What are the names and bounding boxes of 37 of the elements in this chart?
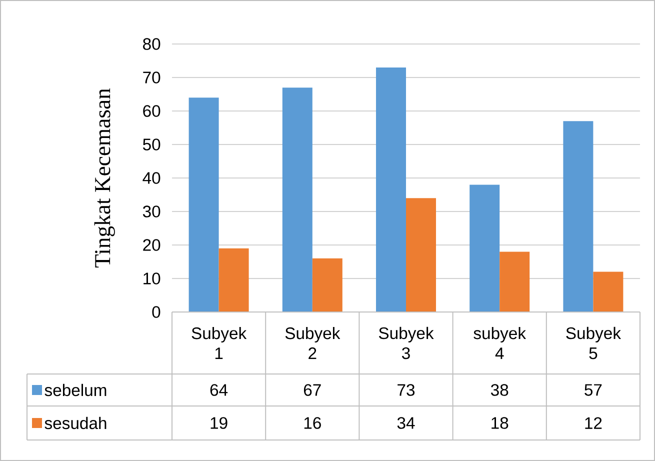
data-label: 18 [492, 417, 508, 429]
data-label: 12 [585, 417, 602, 429]
y-tick-label: 80 [143, 38, 160, 50]
data-label: 19 [210, 417, 228, 429]
legend-label: sebelum [44, 384, 106, 396]
x-tick-label: Subyek 5 [566, 326, 622, 360]
data-label: 67 [304, 384, 321, 396]
y-tick-label: 20 [143, 239, 160, 251]
x-tick-label: subyek 4 [474, 326, 526, 360]
bar [500, 252, 530, 312]
bar [470, 184, 500, 312]
bar [218, 248, 249, 312]
y-tick-label: 50 [142, 138, 160, 150]
data-label: 34 [397, 417, 415, 429]
y-tick-label: 0 [152, 306, 160, 318]
data-label: 38 [490, 384, 508, 396]
data-label: 64 [210, 384, 228, 396]
bar [312, 258, 342, 312]
bar [188, 98, 219, 312]
bar [376, 67, 406, 312]
bar [593, 272, 624, 312]
x-tick-label: Subyek 1 [192, 326, 247, 360]
y-tick-label: 70 [143, 72, 160, 84]
y-tick-label: 10 [144, 272, 160, 284]
y-tick-label: 40 [142, 172, 160, 184]
bar [282, 88, 312, 312]
y-tick-label: 60 [143, 105, 160, 117]
bar [563, 121, 594, 312]
legend-label: sesudah [44, 416, 106, 430]
y-axis-title: Tingkat Kecemasan [94, 88, 115, 268]
y-tick-label: 30 [142, 206, 160, 218]
data-label: 57 [584, 384, 602, 396]
x-tick-label: Subyek 2 [285, 326, 340, 360]
data-label: 73 [398, 384, 415, 396]
bar [406, 198, 436, 312]
data-label: 16 [304, 417, 321, 429]
x-tick-label: Subyek 3 [378, 326, 434, 360]
